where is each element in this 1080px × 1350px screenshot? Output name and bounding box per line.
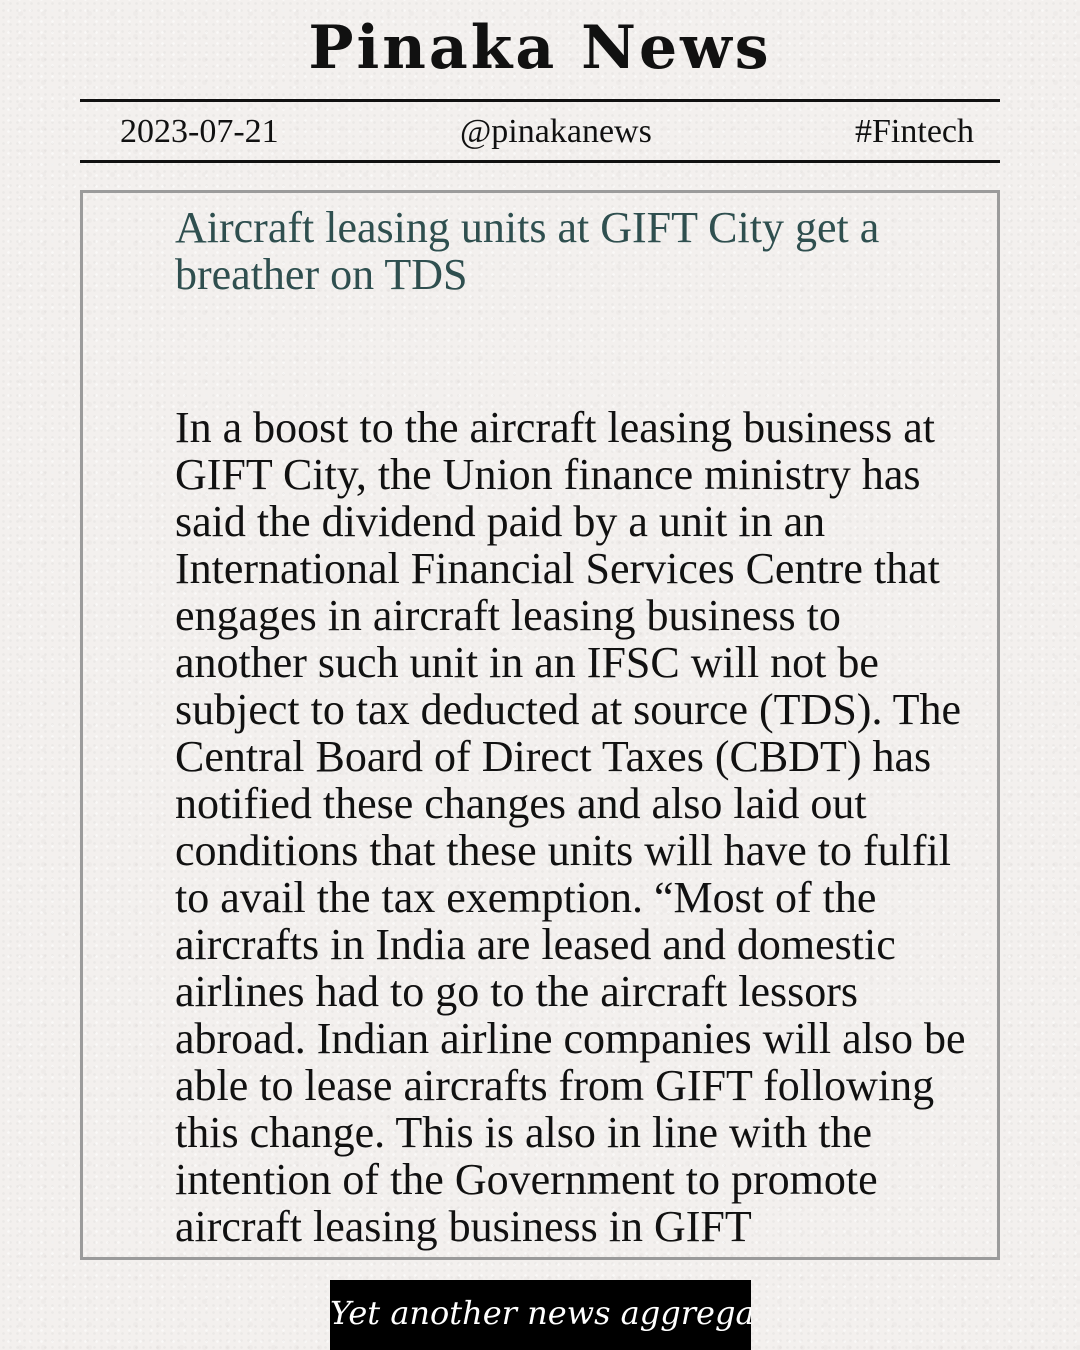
article-headline: Aircraft leasing units at GIFT City get … (175, 203, 880, 299)
footer-banner: Yet another news aggregator (330, 1280, 751, 1350)
article-frame (80, 190, 1000, 1260)
social-handle: @pinakanews (460, 113, 652, 150)
publish-date: 2023-07-21 (120, 113, 279, 150)
category-hashtag: #Fintech (855, 113, 974, 150)
article-body: In a boost to the aircraft leasing busin… (175, 403, 966, 1251)
meta-bar: 2023-07-21 @pinakanews #Fintech (80, 99, 1000, 163)
masthead-title: Pinaka News (308, 13, 772, 83)
